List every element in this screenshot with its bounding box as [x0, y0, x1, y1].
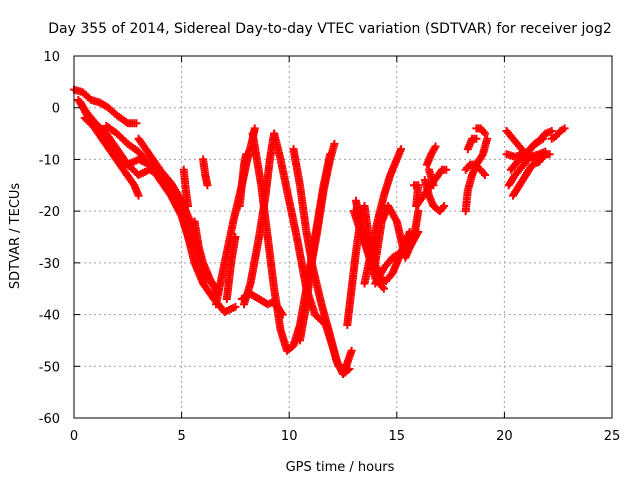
series-arc-37 — [547, 124, 569, 143]
y-axis-ticks: 10 0 -10 -20 -30 -40 -50 -60 — [39, 50, 612, 427]
y-tick-label: 10 — [43, 50, 60, 65]
data-point — [134, 191, 143, 200]
data-point — [231, 302, 240, 311]
plot-frame — [73, 55, 613, 419]
data-point — [560, 124, 569, 133]
x-tick-label: 5 — [177, 429, 185, 444]
data-point — [184, 201, 193, 210]
series-arc-28 — [410, 165, 451, 210]
data-point — [431, 142, 440, 151]
y-tick-label: -20 — [39, 205, 60, 220]
y-tick-label: 0 — [52, 102, 60, 117]
data-point — [379, 284, 388, 293]
series-arc-24 — [349, 207, 388, 293]
data-point — [345, 364, 354, 373]
data-point — [442, 165, 451, 174]
y-tick-label: -30 — [39, 257, 60, 272]
grid — [74, 56, 612, 418]
data-point — [132, 119, 141, 128]
y-tick-label: -60 — [39, 412, 60, 427]
data-point — [250, 124, 259, 133]
y-tick-label: -50 — [39, 360, 60, 375]
data-points — [70, 85, 569, 379]
data-point — [347, 346, 356, 355]
data-point — [440, 201, 449, 210]
x-tick-label: 20 — [496, 429, 513, 444]
data-point — [414, 207, 423, 216]
x-tick-label: 15 — [389, 429, 406, 444]
data-point — [203, 181, 212, 190]
x-axis-ticks: 0 5 10 15 20 25 — [70, 56, 620, 444]
data-point — [414, 227, 423, 236]
series-arc-10 — [222, 233, 240, 304]
data-point — [483, 134, 492, 143]
series-arc-32 — [472, 124, 490, 138]
data-point — [397, 145, 406, 154]
data-point — [547, 126, 556, 135]
series-arc-17 — [289, 145, 354, 379]
data-point — [481, 129, 490, 138]
data-point — [343, 366, 352, 375]
x-axis-label: GPS time / hours — [286, 460, 395, 475]
series-arc-07 — [179, 165, 193, 210]
data-point — [545, 150, 554, 159]
x-tick-label: 0 — [70, 429, 78, 444]
chart-title: Day 355 of 2014, Sidereal Day-to-day VTE… — [48, 21, 611, 37]
y-tick-label: -40 — [39, 309, 60, 324]
data-point — [472, 134, 481, 143]
series-arc-38 — [502, 126, 541, 164]
series-arc-30 — [461, 160, 490, 179]
series-arc-22 — [371, 227, 423, 288]
series-arc-31 — [463, 134, 481, 154]
data-point — [330, 139, 339, 148]
series-arc-09 — [199, 155, 212, 190]
data-point — [532, 155, 541, 164]
series-arc-05 — [102, 121, 197, 252]
series-arc-25 — [422, 142, 440, 169]
y-axis-label: SDTVAR / TECUs — [8, 183, 23, 290]
x-tick-label: 10 — [281, 429, 298, 444]
series-arc-18 — [295, 139, 339, 345]
y-tick-label: -10 — [39, 153, 60, 168]
x-tick-label: 25 — [604, 429, 621, 444]
data-point — [481, 170, 490, 179]
